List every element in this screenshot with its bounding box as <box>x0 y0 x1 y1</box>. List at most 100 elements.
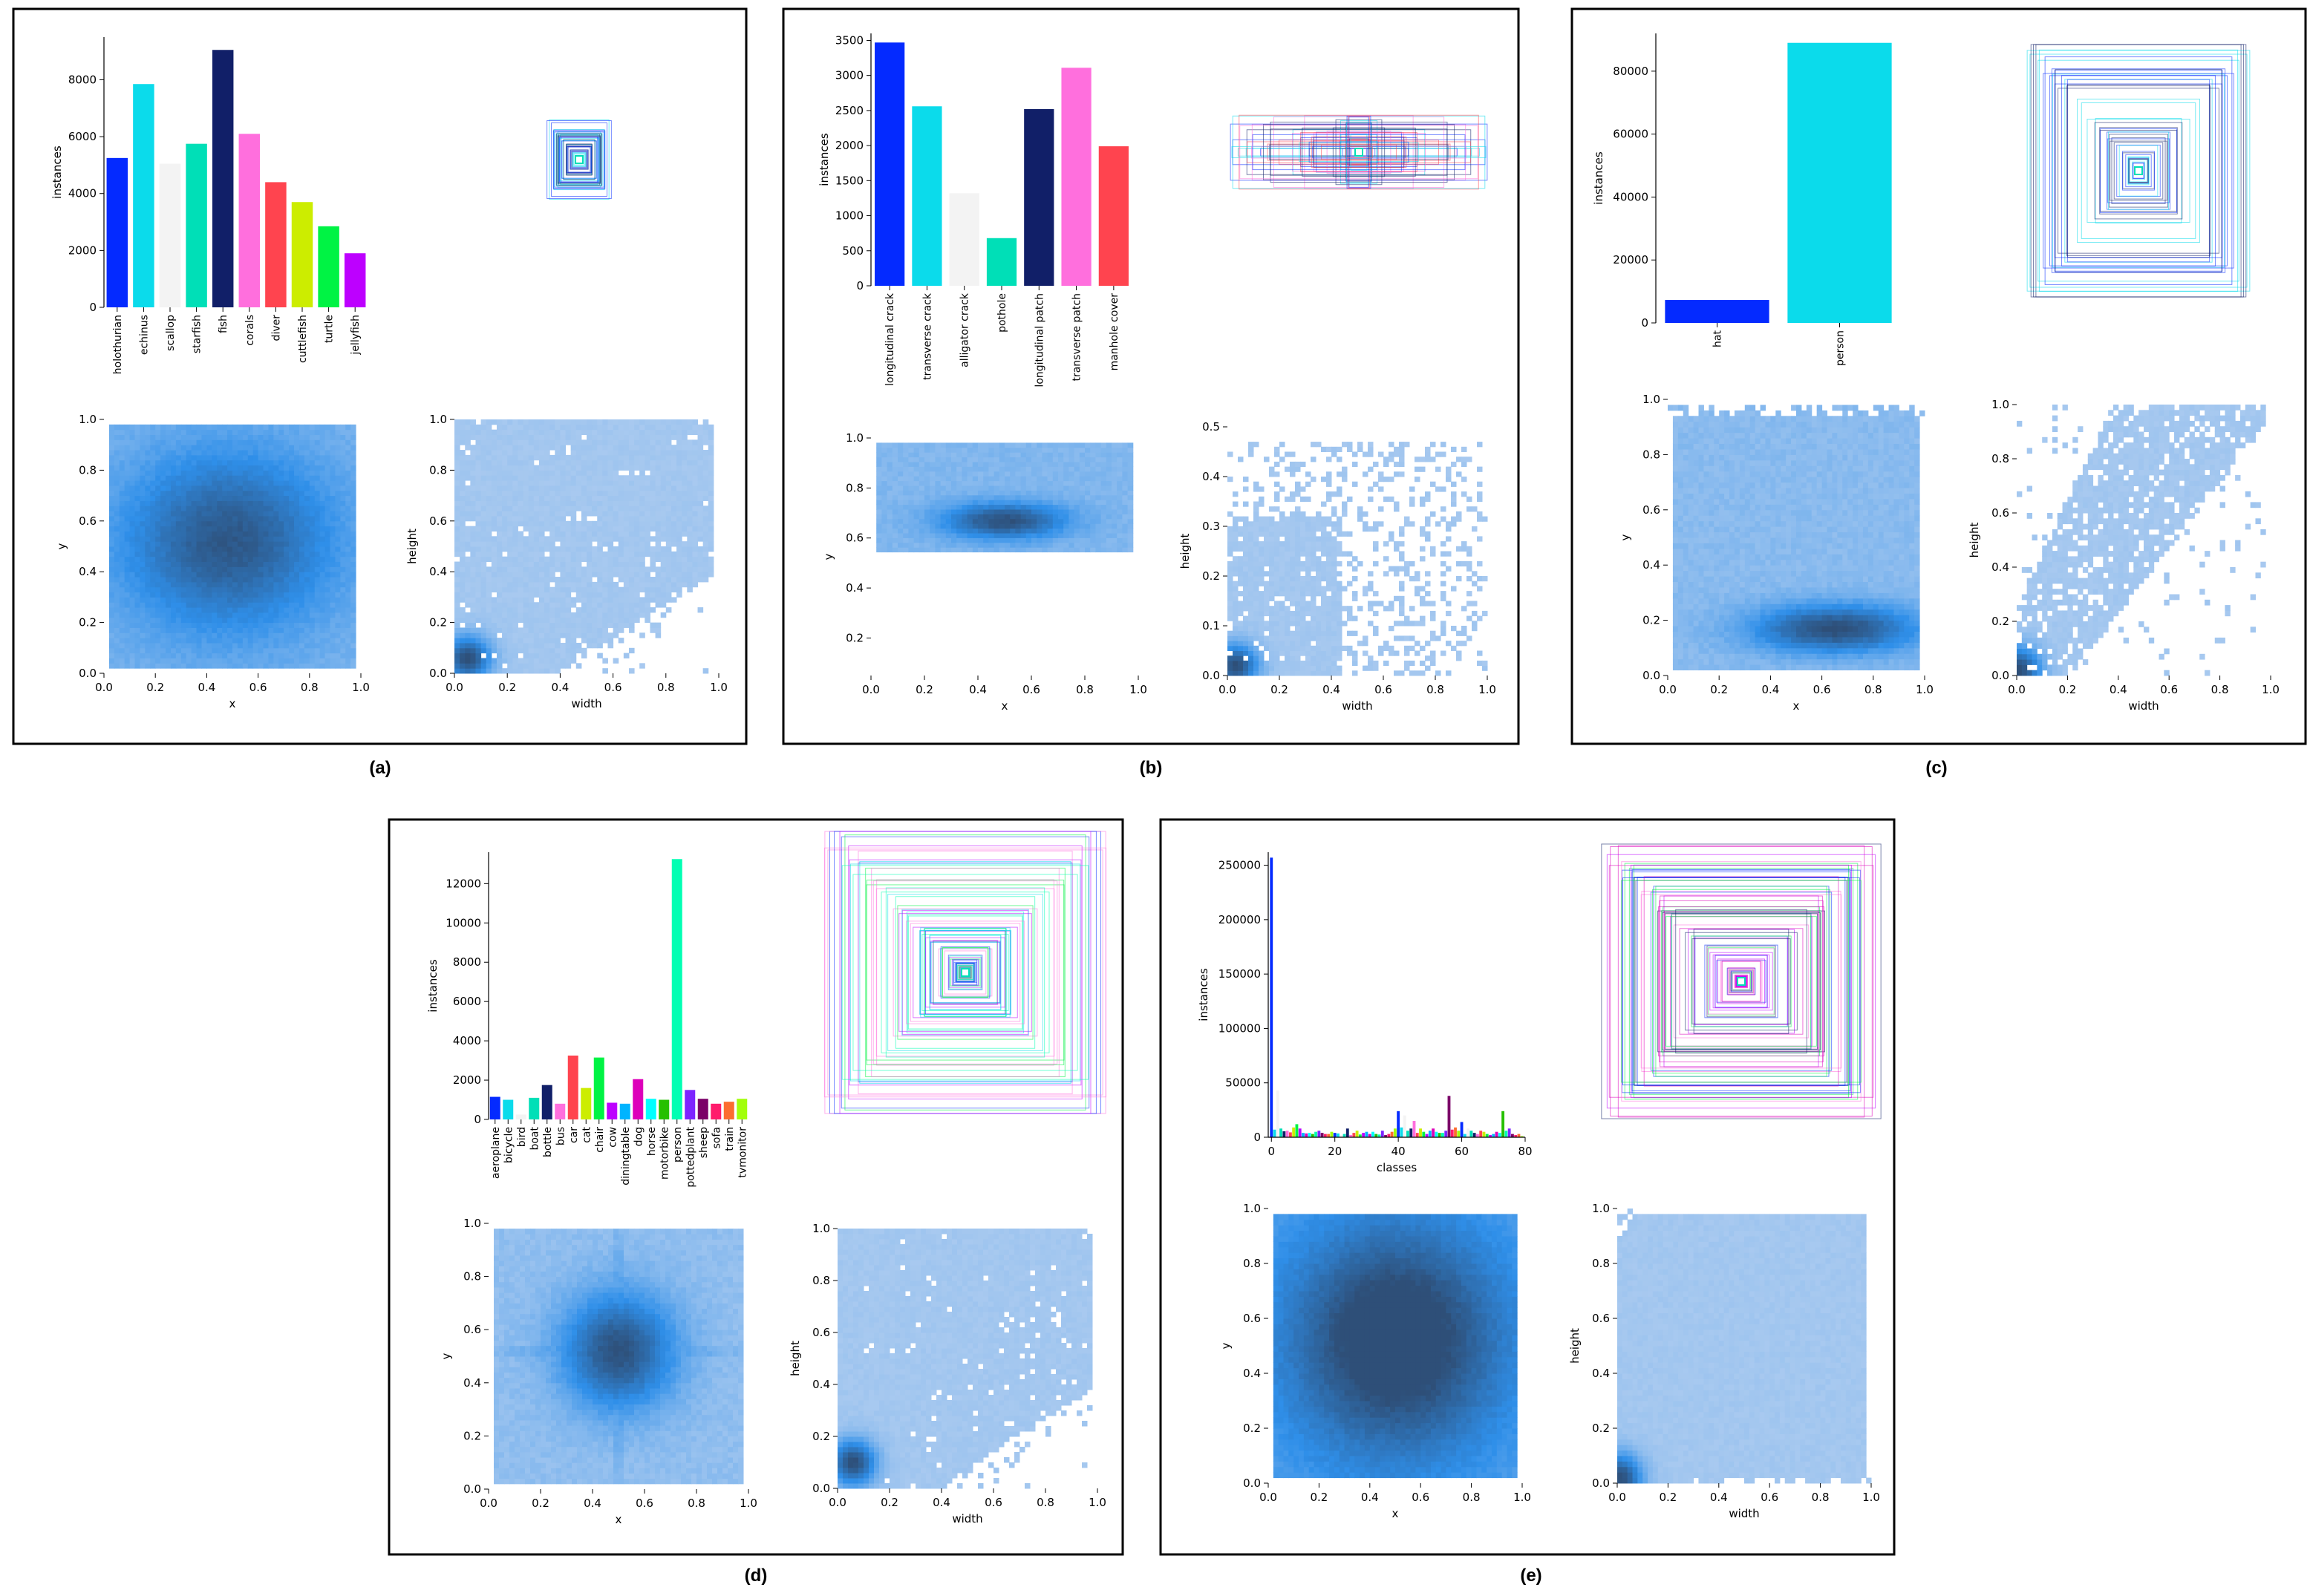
heatmap-cell <box>708 439 714 445</box>
heatmap-cell <box>491 495 497 501</box>
heatmap-cell <box>345 647 351 654</box>
heatmap-cell <box>294 434 300 440</box>
y-tick-label: 0.6 <box>429 514 447 528</box>
heatmap-cell <box>692 419 699 425</box>
heatmap-cell <box>335 424 341 431</box>
heatmap-cell <box>273 470 279 476</box>
heatmap-cell <box>258 581 264 588</box>
heatmap-cell <box>119 561 125 567</box>
heatmap-cell <box>454 586 460 593</box>
heatmap-cell <box>602 511 608 517</box>
bar <box>1061 68 1092 287</box>
heatmap-cell <box>533 551 540 557</box>
heatmap-cell <box>145 541 151 547</box>
heatmap-cell <box>555 561 561 567</box>
heatmap-cell <box>319 566 326 572</box>
heatmap-cell <box>665 429 672 436</box>
heatmap-cell <box>671 445 677 451</box>
heatmap-cell <box>575 592 582 598</box>
heatmap-cell <box>206 592 212 598</box>
heatmap-cell <box>465 572 471 578</box>
heatmap-cell <box>491 663 497 669</box>
heatmap-cell <box>634 586 640 593</box>
heatmap-cell <box>324 632 330 638</box>
heatmap-cell <box>268 450 274 456</box>
heatmap-cell <box>597 632 603 638</box>
heatmap-cell <box>660 424 667 431</box>
heatmap-cell <box>186 424 192 431</box>
heatmap-cell <box>324 526 330 532</box>
heatmap-cell <box>263 647 269 654</box>
heatmap-cell <box>150 607 156 613</box>
heatmap-cell <box>602 434 608 440</box>
heatmap-cell <box>201 566 207 572</box>
heatmap-cell <box>618 612 624 618</box>
heatmap-cell <box>340 506 346 511</box>
heatmap-cell <box>528 546 535 552</box>
heatmap-cell <box>350 658 356 664</box>
heatmap-cell <box>650 424 656 431</box>
y-tick-label: 0.0 <box>429 667 447 680</box>
anchor-box <box>567 146 591 173</box>
heatmap-cell <box>196 470 202 476</box>
heatmap-cell <box>623 419 630 425</box>
heatmap-cell <box>119 536 125 542</box>
heatmap-cell <box>247 495 254 501</box>
heatmap-cell <box>335 592 341 598</box>
heatmap-cell <box>623 551 630 557</box>
heatmap-cell <box>155 572 161 578</box>
heatmap-cell <box>258 480 264 486</box>
heatmap-cell <box>692 429 699 436</box>
heatmap-cell <box>273 572 279 578</box>
heatmap-cell <box>170 602 177 608</box>
heatmap-cell <box>222 556 228 563</box>
heatmap-cell <box>903 523 909 529</box>
heatmap-cell <box>294 454 300 461</box>
heatmap-cell <box>570 556 577 563</box>
heatmap-cell <box>180 622 187 628</box>
heatmap-cell <box>951 537 957 543</box>
heatmap-cell <box>528 500 535 506</box>
heatmap-cell <box>660 429 667 436</box>
heatmap-cell <box>350 617 356 624</box>
heatmap-cell <box>486 586 492 593</box>
heatmap-cell <box>502 454 508 461</box>
heatmap-cell <box>304 445 310 451</box>
heatmap-cell <box>565 632 572 638</box>
heatmap-cell <box>268 592 274 598</box>
heatmap-cell <box>196 566 202 572</box>
heatmap-cell <box>655 480 662 486</box>
heatmap-cell <box>175 647 182 654</box>
heatmap-cell <box>129 495 136 501</box>
heatmap-cell <box>119 495 125 501</box>
heatmap-cell <box>252 577 259 583</box>
heatmap-cell <box>660 459 667 466</box>
heatmap-cell <box>655 470 662 476</box>
heatmap-cell <box>607 465 614 471</box>
heatmap-cell <box>180 647 187 654</box>
heatmap-cell <box>660 526 667 532</box>
heatmap-cell <box>470 434 476 440</box>
heatmap-cell <box>602 445 608 451</box>
heatmap-cell <box>628 465 635 471</box>
heatmap-cell <box>340 561 346 567</box>
heatmap-cell <box>628 439 635 445</box>
heatmap-cell <box>544 663 550 669</box>
heatmap-cell <box>191 480 198 486</box>
heatmap-cell <box>201 586 207 593</box>
heatmap-cell <box>134 642 140 649</box>
heatmap-cell <box>350 465 356 471</box>
heatmap-cell <box>465 586 471 593</box>
heatmap-cell <box>645 454 650 461</box>
heatmap-cell <box>242 642 249 649</box>
heatmap-cell <box>124 506 131 511</box>
heatmap-cell <box>166 485 172 491</box>
heatmap-cell <box>201 485 207 491</box>
heatmap-cell <box>222 500 228 506</box>
heatmap-cell <box>196 612 202 618</box>
heatmap-cell <box>263 653 269 658</box>
heatmap-cell <box>639 511 645 517</box>
heatmap-cell <box>237 500 244 506</box>
heatmap-cell <box>523 465 529 471</box>
heatmap-cell <box>613 561 619 567</box>
